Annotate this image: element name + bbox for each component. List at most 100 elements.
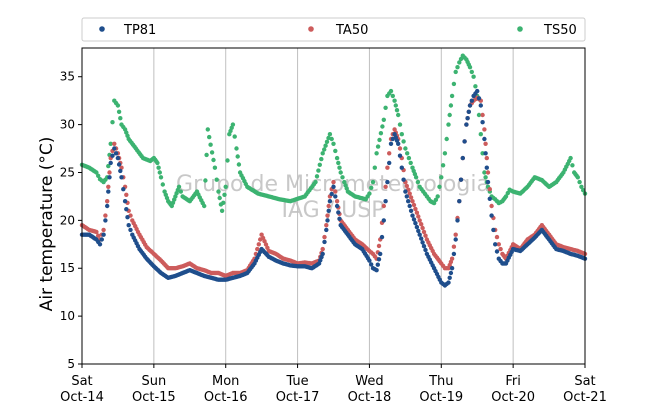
x-tick-day: Wed [355,374,383,389]
data-point [397,122,403,127]
data-point [176,184,182,189]
data-point [579,184,584,189]
data-point [435,194,440,199]
data-point [96,233,101,238]
data-point [444,136,449,142]
data-point [482,127,487,132]
data-point [393,103,398,108]
data-point [570,163,575,168]
data-point [433,197,439,202]
data-point [232,134,237,139]
series-tp81 [79,88,588,288]
data-point [453,237,458,242]
data-point [94,170,99,175]
data-point [451,251,457,257]
data-point [458,177,464,182]
data-point [410,213,415,218]
data-point [407,203,412,209]
data-point [388,141,394,146]
y-tick-label: 35 [60,70,75,84]
data-point [333,148,338,154]
data-point [485,179,491,185]
y-tick-label: 10 [60,309,75,323]
data-point [469,98,474,103]
data-point [178,189,183,194]
data-point [381,218,386,223]
y-tick-label: 30 [60,118,75,132]
data-point [160,182,165,187]
data-point [413,221,418,226]
data-point [334,203,340,209]
data-point [106,189,111,194]
data-point [262,239,267,244]
data-point [407,191,412,196]
data-point [388,88,394,94]
data-point [118,168,123,174]
data-point [323,143,328,148]
data-point [320,246,325,252]
data-point [124,192,129,197]
data-point [327,199,333,204]
data-point [322,147,327,152]
data-point [491,227,496,233]
plot-area-frame [81,47,586,365]
data-point [496,242,501,247]
data-point [105,203,110,209]
data-point [421,229,427,235]
data-point [369,262,374,267]
data-point [387,151,392,156]
data-point [219,208,225,213]
data-point [483,175,488,180]
data-point [494,249,500,254]
data-point [119,175,124,180]
data-point [415,179,421,185]
data-point [414,210,420,215]
y-axis: 5 10 15 20 25 30 35 [60,70,82,371]
data-point [125,215,130,220]
data-point [209,150,215,155]
data-point [478,132,483,137]
data-point [324,139,330,144]
data-point [103,213,108,218]
y-tick-label: 15 [60,261,75,275]
data-point [207,134,212,140]
data-point [397,146,403,151]
series-ts50 [79,53,588,213]
data-point [385,165,390,170]
data-point [375,144,381,149]
data-point [406,199,411,204]
data-point [331,184,336,189]
data-point [379,234,385,240]
x-tick-date: Oct-18 [348,390,392,405]
data-point [416,228,421,234]
data-point [451,81,457,87]
data-point [387,160,392,166]
data-point [475,88,480,94]
data-point [372,165,377,170]
data-point [329,136,334,142]
data-point [202,203,207,209]
data-point [493,242,498,247]
data-point [568,155,573,161]
legend-marker [99,26,105,32]
data-point [478,103,483,108]
data-point [455,65,460,70]
data-point [420,225,425,231]
data-point [115,103,121,108]
data-point [126,223,131,228]
y-axis-label: Air temperature (°C) [37,137,57,312]
data-point [377,137,382,143]
data-point [316,168,321,173]
data-point [476,112,482,118]
data-point [449,266,455,271]
data-point [256,242,261,247]
x-tick-day: Thu [428,374,453,389]
data-point [390,93,395,99]
data-point [448,103,454,108]
data-point [204,152,209,158]
data-point [106,184,111,189]
data-point [367,191,372,196]
data-point [112,141,117,146]
y-tick-label: 5 [67,357,75,371]
data-point [439,175,444,180]
